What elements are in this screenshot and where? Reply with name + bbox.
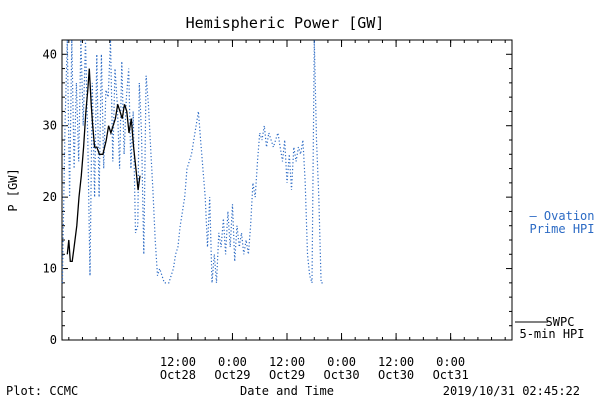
series-swpc-5min-hpi (66, 68, 141, 263)
legend: — Ovation Prime HPI SWPC 5-min HPI (515, 209, 595, 341)
x-tick-sublabel: Oct30 (378, 368, 414, 382)
x-tick-label: 0:00 (436, 355, 465, 369)
footer-plot-credit: Plot: CCMC (6, 384, 78, 398)
x-tick-sublabel: Oct29 (214, 368, 250, 382)
legend-swpc-line1: SWPC (546, 315, 575, 329)
x-tick-sublabel: Oct28 (160, 368, 196, 382)
x-tick-label: 12:00 (160, 355, 196, 369)
y-tick-label: 10 (43, 262, 57, 276)
x-axis-ticks: 12:00Oct280:00Oct2912:00Oct290:00Oct3012… (68, 40, 506, 382)
x-tick-sublabel: Oct31 (433, 368, 469, 382)
x-tick-label: 12:00 (269, 355, 305, 369)
x-tick-label: 0:00 (327, 355, 356, 369)
footer-x-axis-title: Date and Time (240, 384, 334, 398)
legend-ovation-line1: — Ovation (529, 209, 594, 223)
x-tick-sublabel: Oct30 (323, 368, 359, 382)
legend-ovation-line2: Prime HPI (529, 222, 594, 236)
footer-timestamp: 2019/10/31 02:45:22 (443, 384, 580, 398)
x-tick-label: 0:00 (218, 355, 247, 369)
x-tick-label: 12:00 (378, 355, 414, 369)
y-axis-label: P [GW] (6, 168, 20, 211)
legend-swpc-line2: 5-min HPI (519, 327, 584, 341)
y-tick-label: 40 (43, 47, 57, 61)
series-ovation-prime-hpi (61, 39, 324, 284)
y-tick-label: 20 (43, 190, 57, 204)
y-axis-ticks: 0 10 20 30 40 (43, 39, 512, 347)
y-tick-label: 30 (43, 119, 57, 133)
y-tick-label: 0 (50, 333, 57, 347)
series-layer (61, 39, 324, 284)
x-tick-sublabel: Oct29 (269, 368, 305, 382)
chart-title: Hemispheric Power [GW] (186, 14, 385, 32)
